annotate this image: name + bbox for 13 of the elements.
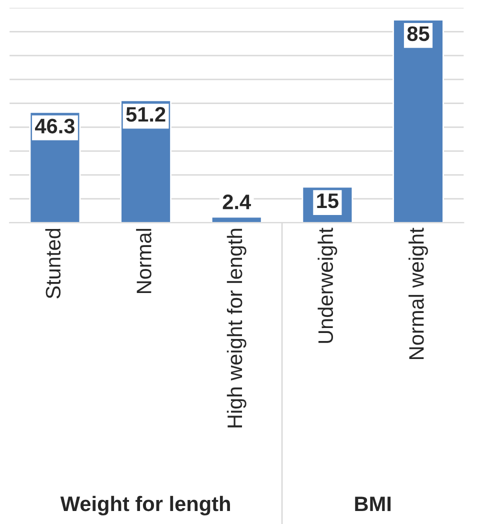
data-label: 51.2	[126, 107, 166, 122]
x-tick-label: Normal weight	[408, 228, 428, 359]
data-label: 15	[317, 194, 338, 208]
text: Weight for length	[60, 496, 230, 516]
x-tick-label: Underweight	[318, 228, 338, 343]
x-tick-label: Stunted	[45, 228, 61, 298]
data-label: 46.3	[35, 118, 74, 134]
data-label: 2.4	[222, 194, 251, 210]
data-label: 85	[407, 26, 430, 42]
x-tick-label: High weight for length	[226, 228, 246, 428]
bar	[392, 19, 444, 223]
x-tick-label: Normal	[136, 228, 152, 293]
text: BMI	[355, 496, 391, 512]
